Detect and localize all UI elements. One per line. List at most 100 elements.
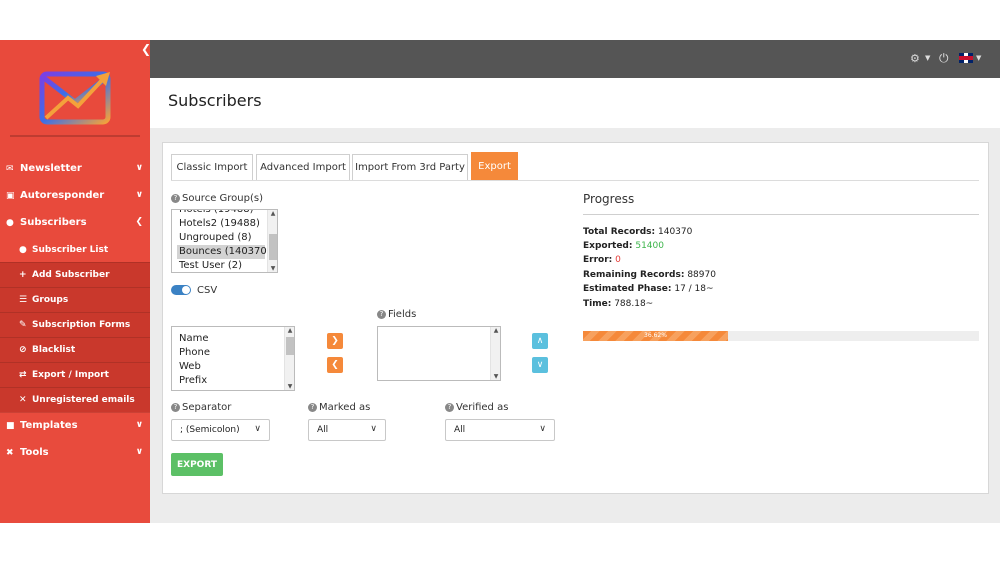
- nav-autoresponder[interactable]: ▣ Autoresponder ∨: [0, 182, 150, 209]
- gear-icon[interactable]: ⚙: [910, 52, 920, 65]
- list-item-selected[interactable]: Bounces (140370): [177, 245, 271, 259]
- nav-templates-label: Templates: [20, 420, 78, 431]
- app-window: ❮ ✉ Newsletter ∨ ▣ Autoresponder ∨: [0, 40, 1000, 523]
- users-icon: ●: [19, 245, 27, 255]
- selected-fields-listbox[interactable]: ▲ ▼: [377, 326, 501, 381]
- separator-select[interactable]: ; (Semicolon) ∨: [171, 419, 270, 441]
- user-slash-icon: ✕: [19, 395, 27, 405]
- nav-tools[interactable]: ✖ Tools ∨: [0, 439, 150, 466]
- logo-envelope-icon: [39, 71, 111, 125]
- scroll-up-icon[interactable]: ▲: [270, 210, 276, 217]
- tab-divider: [171, 180, 979, 181]
- fields-label: ? Fields: [377, 309, 416, 320]
- verified-as-value: All: [454, 425, 466, 435]
- scroll-up-icon[interactable]: ▲: [287, 327, 293, 334]
- stat-error: Error: 0: [583, 255, 621, 265]
- list-item[interactable]: Hotels (19488): [179, 209, 254, 215]
- move-down-button[interactable]: ∨: [532, 357, 548, 373]
- nav-subscribers[interactable]: ● Subscribers ❮: [0, 209, 150, 236]
- caret-down-icon: ▼: [925, 54, 931, 62]
- users-icon: ●: [6, 217, 14, 228]
- uk-flag-icon[interactable]: [959, 53, 973, 63]
- ban-icon: ⊘: [19, 345, 27, 355]
- verified-as-select[interactable]: All ∨: [445, 419, 555, 441]
- help-icon[interactable]: ?: [171, 403, 180, 412]
- list-item[interactable]: Ungrouped (8): [179, 232, 252, 243]
- move-up-button[interactable]: ∧: [532, 333, 548, 349]
- nav-templates[interactable]: ■ Templates ∨: [0, 412, 150, 439]
- listbox-scrollbar[interactable]: ▲ ▼: [490, 327, 500, 380]
- sub-add-subscriber[interactable]: + Add Subscriber: [0, 263, 150, 288]
- page-title: Subscribers: [168, 91, 262, 110]
- help-icon[interactable]: ?: [377, 310, 386, 319]
- list-item[interactable]: Name: [179, 333, 209, 344]
- folder-icon: ■: [6, 420, 15, 431]
- scroll-down-icon[interactable]: ▼: [270, 265, 276, 272]
- stat-time: Time: 788.18~: [583, 299, 654, 309]
- tab-import-3rd-party[interactable]: Import From 3rd Party: [352, 154, 468, 180]
- help-icon[interactable]: ?: [171, 194, 180, 203]
- sub-export-import[interactable]: ⇄ Export / Import: [0, 363, 150, 388]
- chevron-down-icon: ∨: [370, 424, 377, 434]
- tab-advanced-import[interactable]: Advanced Import: [256, 154, 350, 180]
- progress-title: Progress: [583, 192, 635, 206]
- tab-classic-import[interactable]: Classic Import: [171, 154, 253, 180]
- verified-as-label: ? Verified as: [445, 402, 508, 413]
- sub-subscription-forms-label: Subscription Forms: [32, 320, 131, 330]
- sub-unregistered-emails[interactable]: ✕ Unregistered emails: [0, 388, 150, 413]
- plus-icon: +: [19, 270, 27, 280]
- tab-export[interactable]: Export: [471, 152, 518, 180]
- scroll-thumb[interactable]: [286, 337, 294, 355]
- scroll-thumb[interactable]: [269, 234, 277, 260]
- list-item[interactable]: Test User (2): [179, 260, 243, 271]
- nav-tools-label: Tools: [20, 447, 49, 458]
- marked-as-select[interactable]: All ∨: [308, 419, 386, 441]
- source-groups-label: ? Source Group(s): [171, 193, 263, 204]
- move-left-button[interactable]: ❮: [327, 357, 343, 373]
- sub-subscriber-list[interactable]: ● Subscriber List: [0, 238, 150, 263]
- chevron-left-icon: ❮: [135, 217, 143, 227]
- chevron-down-icon: ∨: [539, 424, 546, 434]
- sidebar: ❮ ✉ Newsletter ∨ ▣ Autoresponder ∨: [0, 40, 152, 523]
- chevron-down-icon: ∨: [135, 420, 143, 430]
- list-item[interactable]: Hotels2 (19488): [179, 218, 260, 229]
- progress-divider: [583, 214, 979, 215]
- list-item[interactable]: Web: [179, 361, 201, 372]
- move-right-button[interactable]: ❯: [327, 333, 343, 349]
- listbox-scrollbar[interactable]: ▲ ▼: [284, 327, 294, 390]
- list-item[interactable]: Phone: [179, 347, 210, 358]
- sub-subscription-forms[interactable]: ✎ Subscription Forms: [0, 313, 150, 338]
- logo-divider: [10, 135, 140, 137]
- stat-total-records: Total Records: 140370: [583, 227, 693, 237]
- sub-blacklist[interactable]: ⊘ Blacklist: [0, 338, 150, 363]
- sub-groups[interactable]: ☰ Groups: [0, 288, 150, 313]
- source-groups-listbox[interactable]: Hotels (19488) Hotels2 (19488) Ungrouped…: [171, 209, 278, 273]
- sub-add-subscriber-label: Add Subscriber: [32, 270, 110, 280]
- progress-bar-fill: 36.62%: [583, 331, 728, 341]
- scroll-down-icon[interactable]: ▼: [287, 383, 293, 390]
- scroll-down-icon[interactable]: ▼: [493, 373, 499, 380]
- export-button[interactable]: EXPORT: [171, 453, 223, 476]
- chevron-down-icon: ∨: [135, 447, 143, 457]
- nav-newsletter-label: Newsletter: [20, 163, 82, 174]
- top-bar: ⚙ ▼ ⏻ ▼: [150, 40, 1000, 78]
- export-panel: Classic Import Advanced Import Import Fr…: [162, 142, 989, 494]
- collapse-sidebar-icon[interactable]: ❮: [141, 42, 152, 56]
- page-header: Subscribers: [150, 78, 1000, 128]
- nav-subscribers-label: Subscribers: [20, 217, 87, 228]
- help-icon[interactable]: ?: [308, 403, 317, 412]
- sub-subscriber-list-label: Subscriber List: [32, 245, 109, 255]
- scroll-up-icon[interactable]: ▲: [493, 327, 499, 334]
- stat-remaining-records: Remaining Records: 88970: [583, 270, 716, 280]
- nav-newsletter[interactable]: ✉ Newsletter ∨: [0, 155, 150, 182]
- progress-bar: 36.62%: [583, 331, 979, 341]
- help-icon[interactable]: ?: [445, 403, 454, 412]
- list-item[interactable]: Prefix: [179, 375, 208, 386]
- sub-unregistered-emails-label: Unregistered emails: [32, 395, 135, 405]
- exchange-icon: ⇄: [19, 370, 27, 380]
- chevron-down-icon: ∨: [254, 424, 261, 434]
- csv-toggle[interactable]: [171, 285, 191, 295]
- available-fields-listbox[interactable]: Name Phone Web Prefix ▲ ▼: [171, 326, 295, 391]
- listbox-scrollbar[interactable]: ▲ ▼: [267, 210, 277, 272]
- power-icon[interactable]: ⏻: [939, 51, 949, 65]
